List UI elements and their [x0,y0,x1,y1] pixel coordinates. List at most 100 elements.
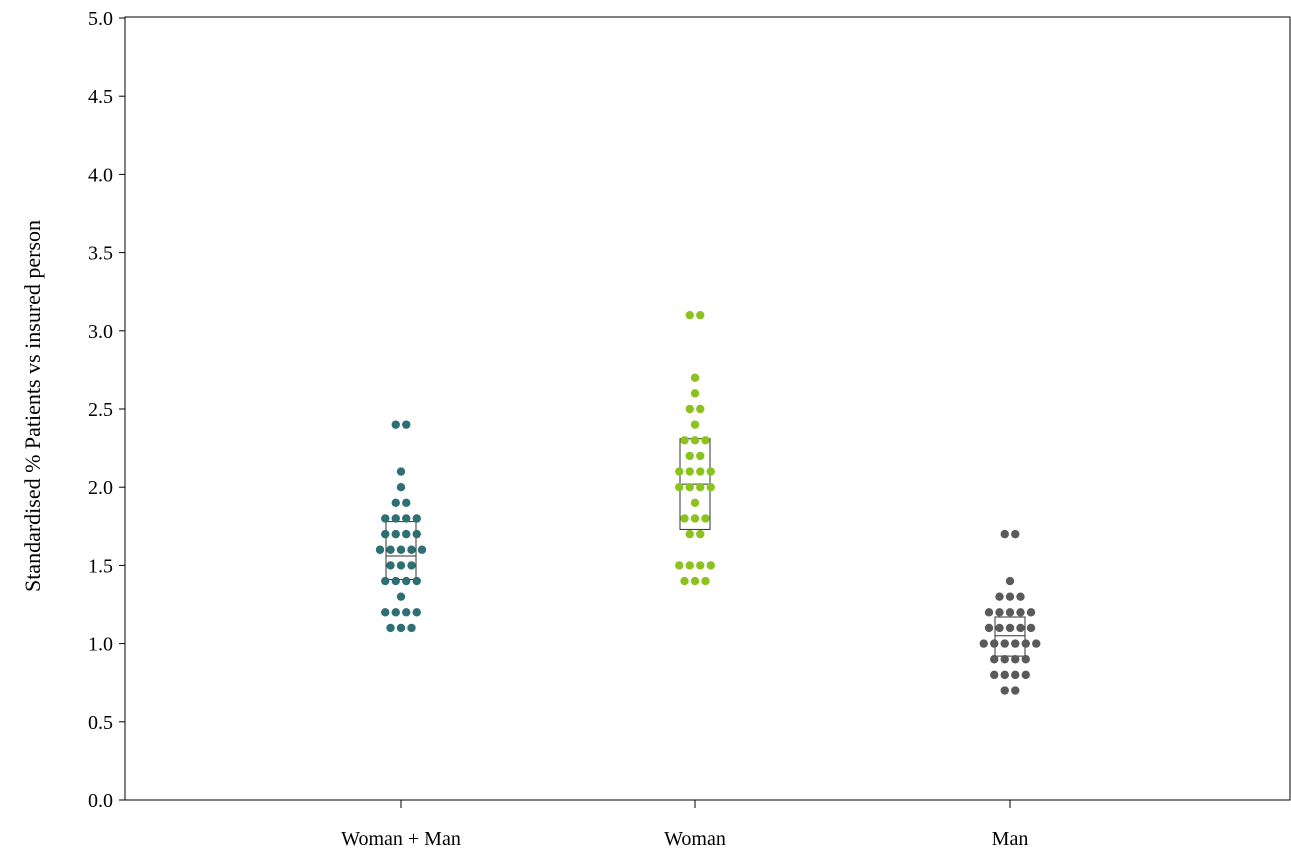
data-point [1000,670,1009,680]
data-point [402,608,411,617]
iqr-box [994,616,1026,657]
data-point [375,545,385,554]
data-point [984,623,994,633]
data-point [396,467,406,476]
data-point [402,498,411,508]
data-point [386,561,395,570]
data-point [1016,608,1025,617]
data-point [690,498,700,508]
data-point [412,529,421,539]
data-point [391,529,400,539]
data-point [685,467,694,476]
data-point [1011,670,1020,680]
data-point [1000,529,1009,539]
data-point [1000,686,1009,695]
data-point [680,576,689,586]
data-point [680,514,689,523]
data-point [701,576,710,586]
data-point [696,561,705,570]
y-tick-label: 5.0 [88,8,113,30]
y-tick-label: 1.5 [88,555,113,577]
y-ticks: 0.0 0.5 1.0 1.5 2.0 2.5 3.0 3.5 4.0 4.5 5.0 [88,8,125,812]
data-point [690,420,700,429]
data-point [701,514,710,523]
data-point [1016,623,1025,633]
x-tick-label: Man [992,828,1029,850]
data-point [396,623,406,633]
data-point [386,545,395,554]
data-point [396,592,406,601]
data-point [391,514,400,523]
x-tick-label: Woman [664,828,726,850]
data-point [381,576,390,586]
data-point [1005,592,1015,601]
data-point [1021,639,1030,648]
data-point [990,655,999,664]
data-point [412,608,421,617]
data-point [706,561,715,570]
data-point [1000,639,1009,648]
data-point [706,483,715,492]
data-point [685,483,694,492]
plot-frame [124,16,1291,801]
data-point [391,498,400,508]
data-point [1026,623,1036,633]
data-point [675,561,684,570]
data-point [1005,623,1015,633]
data-point [412,576,421,586]
data-point [690,436,700,445]
data-point [402,514,411,523]
data-point [391,608,400,617]
boxes [385,438,1026,657]
y-tick-label: 4.0 [88,164,113,186]
data-point [984,608,994,617]
y-tick-label: 0.0 [88,790,113,812]
data-point [690,514,700,523]
data-point [402,529,411,539]
data-point [381,608,390,617]
data-point [407,545,416,554]
data-point [1011,529,1020,539]
data-point [990,639,999,648]
data-point [402,576,411,586]
data-point [1026,608,1036,617]
x-categories: Woman + Man Woman Man [341,800,1028,850]
data-point [690,389,700,398]
y-axis-title: Standardised % Patients vs insured perso… [20,220,45,592]
y-tick-label: 3.5 [88,243,113,265]
data-point [685,451,694,461]
data-point [391,576,400,586]
data-point [701,436,710,445]
y-tick-label: 0.5 [88,712,113,734]
data-point [990,670,999,680]
data-point [696,404,705,414]
data-point [696,467,705,476]
data-point [391,420,400,429]
data-point [396,561,406,570]
data-point [979,639,988,648]
data-point [680,436,689,445]
data-point [706,467,715,476]
data-point [696,529,705,539]
y-tick-label: 2.0 [88,477,113,499]
data-point [995,608,1004,617]
data-point [685,310,694,320]
data-point [685,404,694,414]
data-point [1021,670,1030,680]
data-point [1032,639,1041,648]
data-point [675,467,684,476]
data-points [375,310,1041,695]
data-point [407,561,416,570]
y-tick-label: 2.5 [88,399,113,421]
iqr-box [385,521,417,580]
data-point [396,545,406,554]
data-point [1011,686,1020,695]
data-point [1011,639,1020,648]
data-point [995,623,1004,633]
y-tick-label: 3.0 [88,321,113,343]
y-tick-label: 1.0 [88,634,113,656]
data-point [386,623,395,633]
data-point [995,592,1004,601]
data-point [690,576,700,586]
